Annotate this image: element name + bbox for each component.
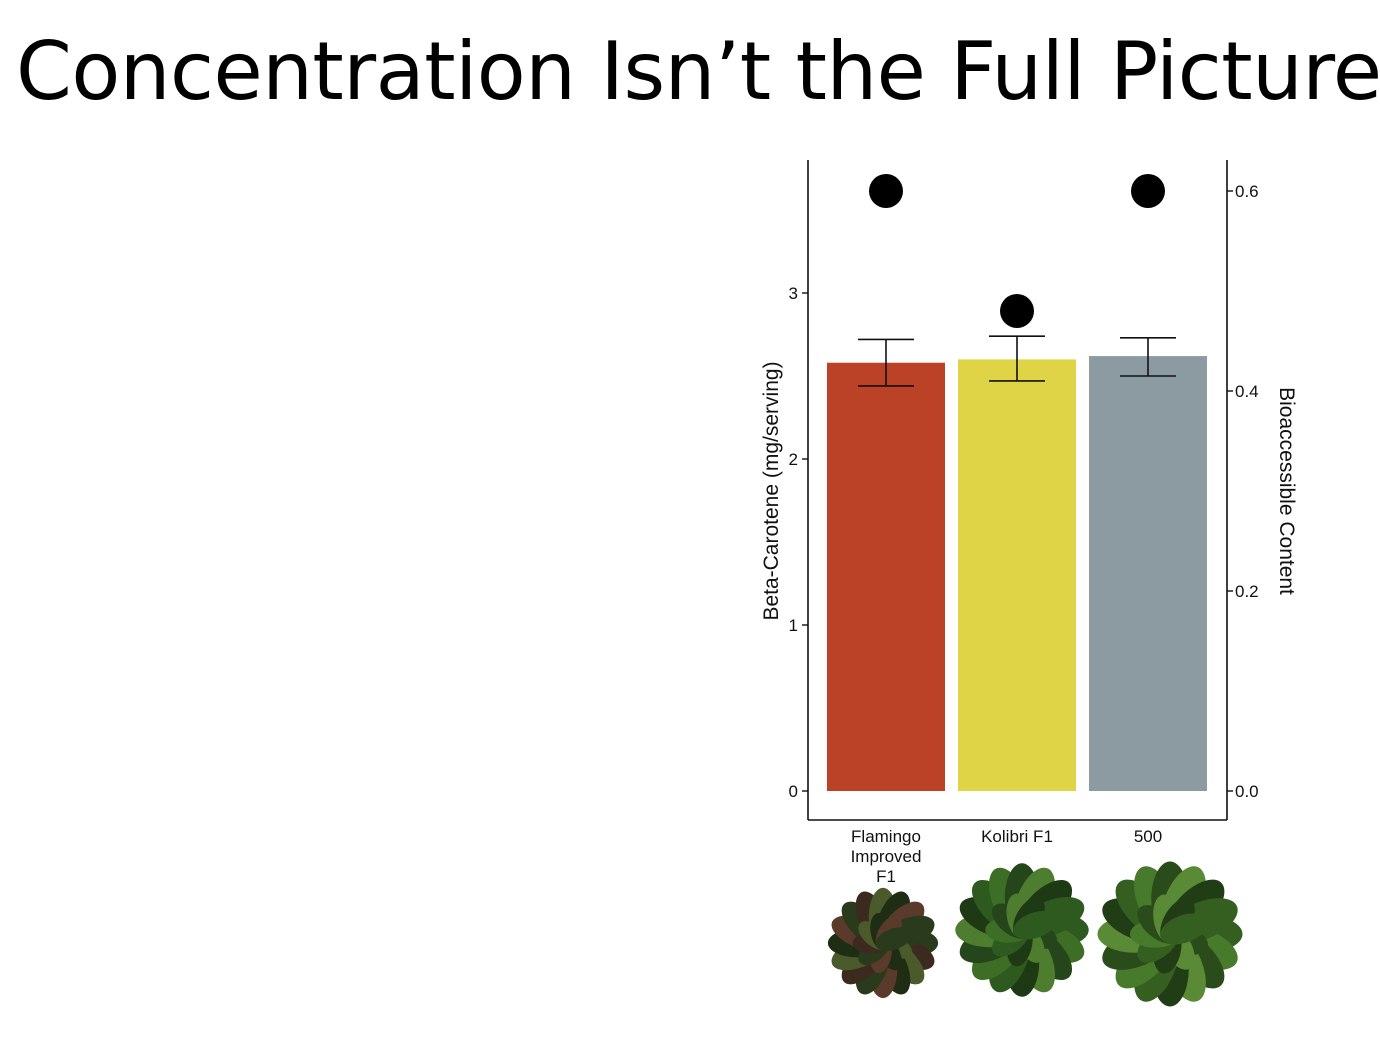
- error-bar: [989, 335, 1045, 382]
- left-axis-title: Beta-Carotene (mg/serving): [760, 361, 783, 620]
- spinach-plant-500-icon: [1097, 861, 1243, 1007]
- category-label: 500: [1134, 827, 1162, 846]
- category-label: Flamingo Improved F1: [851, 827, 922, 886]
- error-bar: [1120, 337, 1176, 377]
- category-label-line: F1: [876, 867, 896, 886]
- right-tick-label: 0.0: [1235, 782, 1259, 801]
- plant-center: [1161, 925, 1179, 943]
- right-tick-label: 0.6: [1235, 182, 1259, 201]
- left-tick-label: 1: [789, 616, 798, 635]
- plant-images: [827, 861, 1243, 1007]
- left-tick-label: 3: [789, 284, 798, 303]
- left-tick-label: 0: [789, 782, 798, 801]
- slide-title: Concentration Isn’t the Full Picture: [16, 25, 1380, 118]
- left-y-axis: 0 1 2 3 Beta-Carotene (mg/serving): [760, 160, 809, 820]
- data-point: [1000, 294, 1034, 328]
- bar: [958, 359, 1076, 791]
- category-label-line: Improved: [851, 847, 922, 866]
- right-tick-label: 0.2: [1235, 582, 1259, 601]
- category-label-line: Flamingo: [851, 827, 921, 846]
- x-axis: Flamingo Improved F1 Kolibri F1 500: [808, 819, 1227, 886]
- bar: [1089, 356, 1207, 791]
- category-label: Kolibri F1: [981, 827, 1053, 846]
- category-label-line: 500: [1134, 827, 1162, 846]
- plant-center: [876, 936, 890, 950]
- error-bar: [858, 338, 914, 387]
- bar: [827, 362, 945, 791]
- plot-area: [827, 174, 1207, 791]
- left-tick-label: 2: [789, 450, 798, 469]
- data-point: [869, 174, 903, 208]
- spinach-plant-flamingo-icon: [827, 887, 939, 999]
- data-point: [1131, 174, 1165, 208]
- right-tick-label: 0.4: [1235, 382, 1259, 401]
- right-y-axis: 0.0 0.2 0.4 0.6 Bioaccessible Content: [1226, 160, 1298, 820]
- right-axis-title: Bioaccessible Content: [1275, 387, 1298, 595]
- spinach-plant-kolibri-icon: [955, 863, 1089, 997]
- category-label-line: Kolibri F1: [981, 827, 1053, 846]
- plant-center: [1013, 921, 1031, 939]
